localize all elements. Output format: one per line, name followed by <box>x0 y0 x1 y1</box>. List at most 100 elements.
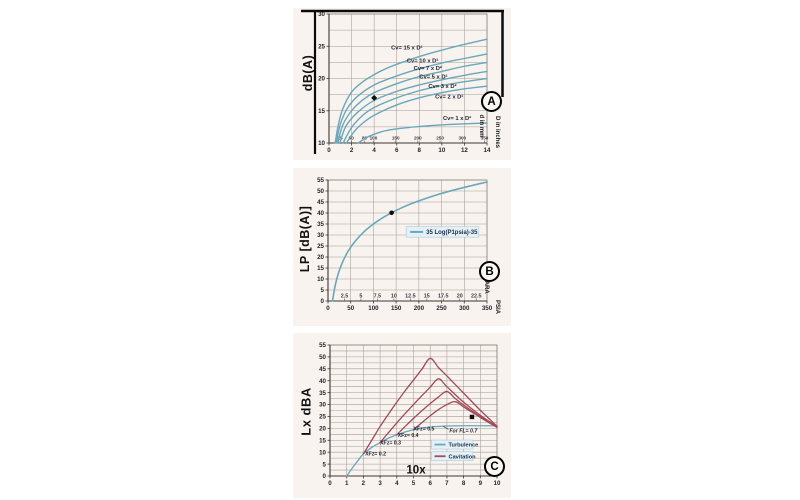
series-curve <box>337 61 488 144</box>
x-tick-label: 6 <box>428 480 432 487</box>
secondary-tick-label: 250 <box>436 136 444 141</box>
y-tick-label: 15 <box>317 265 324 272</box>
curve-label: For FL= 0.7 <box>449 428 478 434</box>
y-tick-label: 25 <box>319 414 326 421</box>
curve-label: Cv= 2 x D² <box>435 93 463 100</box>
y-tick-label: 30 <box>319 402 326 409</box>
secondary-tick-label: 25 <box>337 136 343 141</box>
secondary-tick-label: 2.5 <box>341 294 349 300</box>
y-tick-label: 35 <box>317 221 324 228</box>
x-tick-label: 2 <box>350 147 354 154</box>
x-tick-label: 0 <box>326 305 330 312</box>
y-tick-label: 30 <box>317 232 324 239</box>
secondary-tick-label: 5 <box>359 294 362 300</box>
plot-border <box>327 179 488 302</box>
y-tick-label: 15 <box>318 108 325 115</box>
panel-c-badge: C <box>484 456 505 477</box>
data-marker <box>469 414 475 420</box>
y-tick-label: 10 <box>318 140 325 147</box>
y-tick-label: 45 <box>317 199 324 206</box>
x-tick-label: 14 <box>484 147 491 154</box>
x-tick-label: 6 <box>395 147 399 154</box>
series-curve <box>379 378 498 444</box>
series-curve <box>346 425 498 477</box>
x-tick-label: 5 <box>412 480 416 487</box>
curve-label: Cv= 1 x D² <box>443 115 471 122</box>
x-tick-label: 10 <box>438 147 445 154</box>
curve-label: Cv= 15 x D² <box>391 44 422 51</box>
series-curve <box>396 390 498 436</box>
panel-a-badge: A <box>481 91 502 112</box>
data-marker <box>371 94 378 101</box>
y-tick-label: 30 <box>318 11 325 18</box>
x-tick-label: 50 <box>347 305 354 312</box>
y-tick-label: 35 <box>319 390 326 397</box>
legend-label: 35 Log(P1psia)-35 <box>426 230 478 236</box>
y-tick-label: 20 <box>318 76 325 83</box>
y-tick-label: 40 <box>317 210 324 217</box>
legend-label: Cavitation <box>449 454 477 460</box>
secondary-tick-label: 150 <box>392 136 400 141</box>
series-curve <box>412 400 498 431</box>
secondary-tick-label: 7.5 <box>374 294 382 300</box>
annotation-arrow <box>443 426 449 430</box>
legend-box <box>431 439 474 450</box>
y-tick-label: 45 <box>319 366 326 373</box>
x-tick-label: 8 <box>418 147 422 154</box>
legend-box <box>405 226 480 238</box>
secondary-tick-label: 200 <box>414 136 422 141</box>
secondary-tick-label: 22.5 <box>471 294 482 300</box>
secondary-tick-label: 100 <box>370 136 378 141</box>
x-tick-label: 7 <box>445 480 449 487</box>
y-tick-label: 55 <box>319 342 326 349</box>
secondary-tick-label: 17.5 <box>438 294 449 300</box>
y-tick-label: 10 <box>319 449 326 456</box>
x-tick-label: 10 <box>494 480 501 487</box>
secondary-tick-label: 300 <box>458 136 466 141</box>
series-curve <box>362 357 498 455</box>
chart-a-mm-axis-label: d in mm <box>478 114 484 138</box>
x-tick-label: 350 <box>482 305 493 312</box>
y-tick-label: 5 <box>323 461 327 468</box>
x-tick-label: 0 <box>328 480 332 487</box>
y-tick-label: 10 <box>317 276 324 283</box>
x-tick-label: 4 <box>395 480 399 487</box>
series-curve <box>345 85 488 144</box>
panel-b-badge: B <box>479 261 500 282</box>
secondary-tick-label: 50 <box>349 136 355 141</box>
y-tick-label: 20 <box>319 426 326 433</box>
x-tick-label: 250 <box>436 305 447 312</box>
curve-label: Cv= 7 x D² <box>414 65 442 72</box>
secondary-tick-label: 12.5 <box>405 294 416 300</box>
curve-label: 10x <box>406 464 426 476</box>
y-tick-label: 50 <box>319 354 326 361</box>
curve-label: XFz= 0.3 <box>380 441 401 447</box>
curve-label: Cv= 3 x D² <box>428 83 456 90</box>
secondary-tick-label: 350 <box>481 136 489 141</box>
series-curve <box>342 77 488 144</box>
y-tick-label: 5 <box>321 287 325 294</box>
legend-box <box>431 451 474 462</box>
x-tick-label: 3 <box>378 480 382 487</box>
curve-label: XFz= 0.4 <box>398 433 419 439</box>
x-tick-label: 12 <box>461 147 468 154</box>
x-tick-label: 2 <box>362 480 366 487</box>
secondary-tick-label: 20 <box>457 294 463 300</box>
x-tick-label: 8 <box>462 480 466 487</box>
series-curve <box>339 70 488 144</box>
chart-a-valve-size-noise: dB(A) 0 2 4 6 8 10 12 14 10 15 20 25 30 25 50 80 100 150 2… <box>293 8 511 160</box>
x-tick-label: 1 <box>345 480 349 487</box>
series-curve <box>334 38 488 144</box>
chart-b-psia-axis-label: PSIA <box>494 299 500 314</box>
secondary-tick-label: 10 <box>391 294 397 300</box>
x-tick-label: 200 <box>414 305 425 312</box>
x-tick-label: 150 <box>391 305 402 312</box>
legend-label: Turbulence <box>449 443 479 449</box>
series-curve <box>335 53 488 144</box>
x-tick-label: 300 <box>459 305 470 312</box>
x-tick-label: 0 <box>327 147 331 154</box>
curve-label: Cv= 10 x D² <box>407 57 438 64</box>
chart-c-cavitation-turbulence-noise: Lx dBA 0 1 2 3 4 5 6 7 8 9 10 0 5 10 15 20 25 30 35 40 45 50 5… <box>293 333 511 498</box>
